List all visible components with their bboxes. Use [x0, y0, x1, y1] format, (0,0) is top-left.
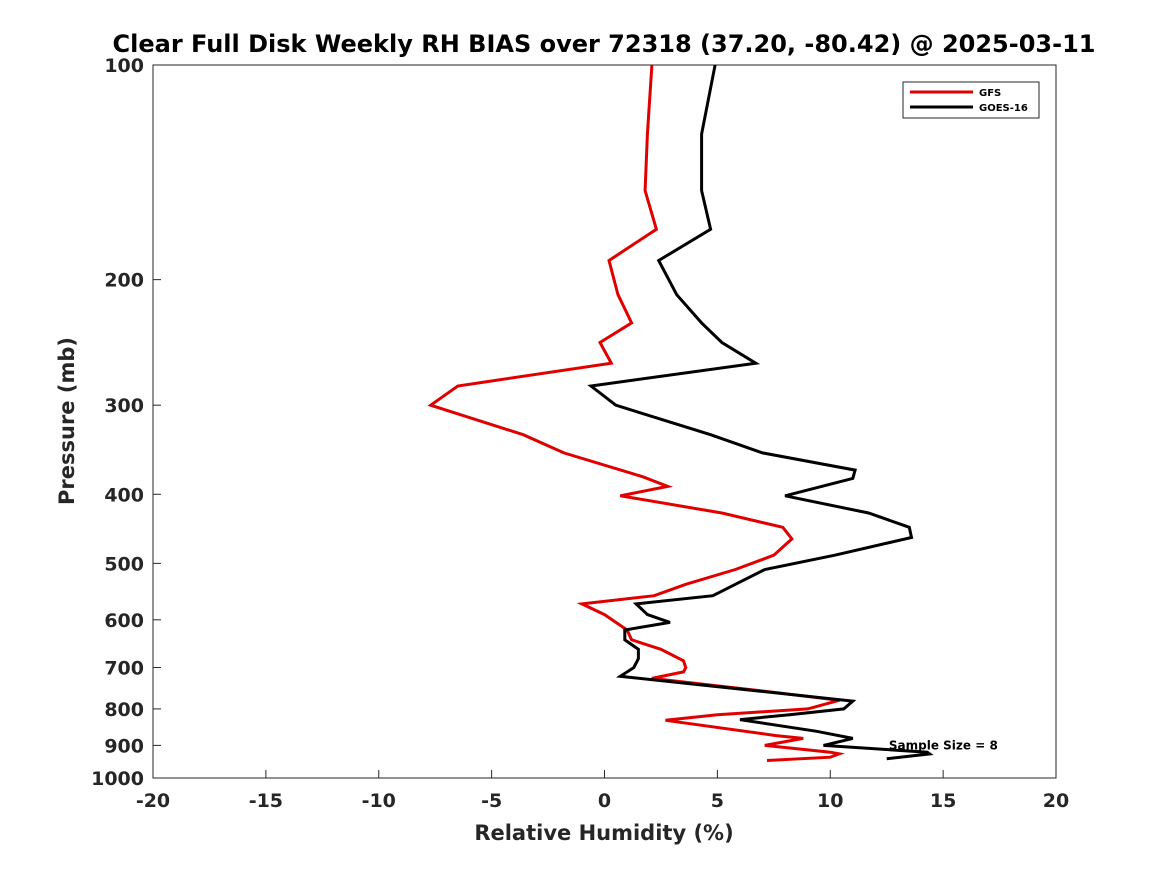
plot-frame [152, 64, 1057, 779]
y-tick-label: 100 [104, 55, 144, 77]
sample-size-annotation: Sample Size = 8 [889, 738, 998, 752]
chart-title: Clear Full Disk Weekly RH BIAS over 7231… [113, 30, 1096, 58]
y-tick-label: 600 [104, 610, 144, 632]
y-tick-label: 200 [104, 270, 144, 292]
x-tick-label: -10 [362, 790, 396, 812]
x-tick-label: -20 [136, 790, 170, 812]
y-tick-label: 700 [104, 658, 144, 680]
series-line-goes16 [587, 64, 934, 761]
y-axis-label: Pressure (mb) [55, 337, 79, 505]
x-tick-label: 10 [817, 790, 843, 812]
x-axis-label: Relative Humidity (%) [474, 821, 733, 845]
legend-label-goes16: GOES-16 [979, 103, 1028, 114]
y-tick-label: 900 [104, 735, 144, 757]
x-tick-label: 5 [711, 790, 724, 812]
x-tick-label: -15 [249, 790, 283, 812]
y-tick-label: 300 [104, 395, 144, 417]
legend: GFS GOES-16 [902, 81, 1040, 119]
lines-layer [427, 64, 934, 762]
x-tick-label: 0 [598, 790, 611, 812]
legend-label-gfs: GFS [979, 88, 1001, 99]
x-tick-label: 15 [930, 790, 956, 812]
series-line-gfs [427, 64, 845, 762]
x-tick-label: 20 [1043, 790, 1069, 812]
y-tick-label: 400 [104, 484, 144, 506]
y-tick-label: 500 [104, 553, 144, 575]
y-tick-label: 800 [104, 699, 144, 721]
legend-box [902, 81, 1040, 119]
x-tick-label: -5 [481, 790, 502, 812]
y-tick-label: 1000 [91, 768, 144, 790]
ticks-layer: -20 -15 -10 -5 0 5 10 15 20 100 200 300 400 500 600 700… [91, 55, 1069, 812]
